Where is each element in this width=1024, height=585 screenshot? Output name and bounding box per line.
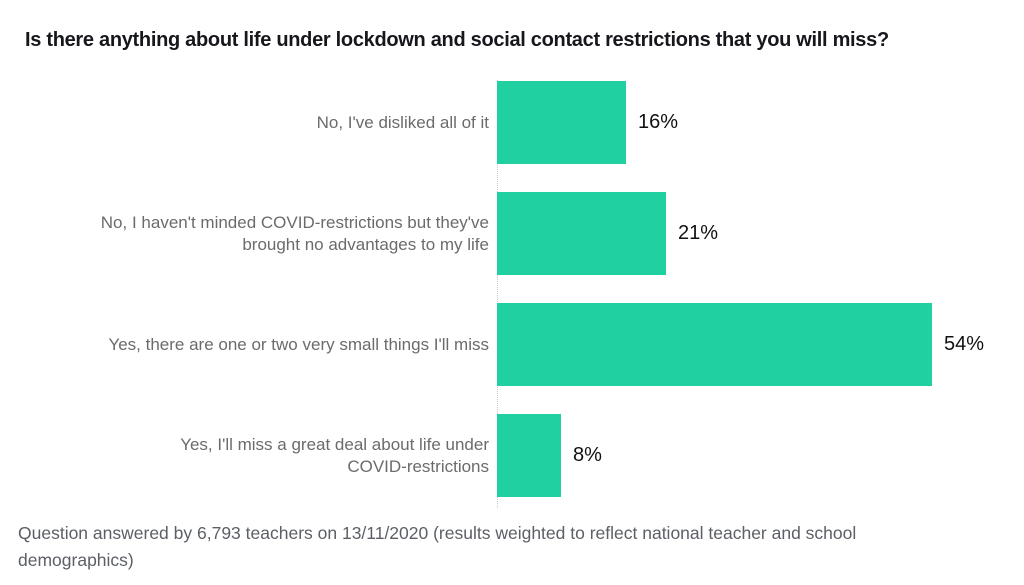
bar-track: 54% <box>497 303 1024 386</box>
bar-track: 16% <box>497 81 1024 164</box>
category-label: No, I haven't minded COVID-restrictions … <box>100 212 489 254</box>
bar <box>497 192 666 275</box>
bar-row: No, I've disliked all of it 16% <box>0 81 1024 164</box>
bar-row: Yes, there are one or two very small thi… <box>0 303 1024 386</box>
value-label: 21% <box>678 222 719 244</box>
category-label: Yes, I'll miss a great deal about life u… <box>180 434 489 476</box>
bar-track: 21% <box>497 192 1024 275</box>
bar-track: 8% <box>497 414 1024 497</box>
bar <box>497 303 932 386</box>
bar-row: Yes, I'll miss a great deal about life u… <box>0 414 1024 497</box>
chart-title: Is there anything about life under lockd… <box>25 29 889 51</box>
bar <box>497 414 561 497</box>
value-label: 8% <box>573 444 602 466</box>
chart-area: No, I've disliked all of it 16% No, I ha… <box>0 80 1024 525</box>
bar-row: No, I haven't minded COVID-restrictions … <box>0 192 1024 275</box>
category-label: No, I've disliked all of it <box>316 112 489 132</box>
bar <box>497 81 626 164</box>
category-label: Yes, there are one or two very small thi… <box>108 334 489 354</box>
footnote: Question answered by 6,793 teachers on 1… <box>18 523 857 570</box>
y-axis-line <box>497 80 498 508</box>
value-label: 54% <box>944 333 985 355</box>
value-label: 16% <box>638 111 679 133</box>
